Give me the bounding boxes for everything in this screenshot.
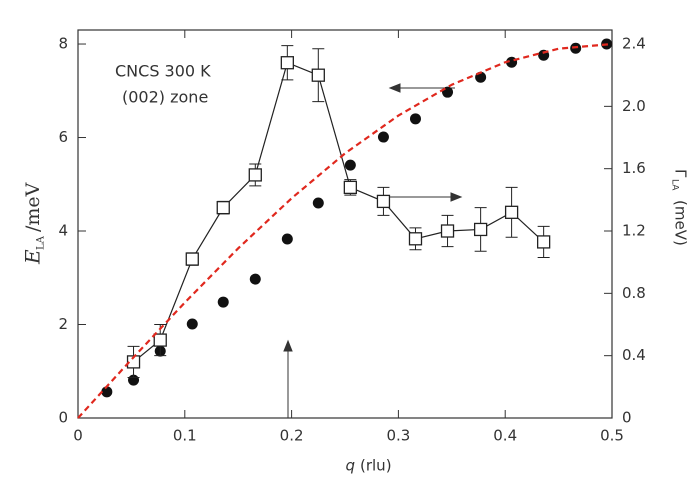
dot-point bbox=[101, 386, 113, 398]
square-point bbox=[440, 224, 455, 238]
arrows bbox=[283, 83, 463, 418]
y2-tick-label: 1.2 bbox=[622, 222, 646, 240]
square-point bbox=[408, 232, 423, 246]
plot-frame bbox=[77, 29, 613, 419]
square-point bbox=[248, 168, 262, 182]
y-tick-label: 2 bbox=[58, 315, 68, 333]
square-point bbox=[280, 56, 294, 70]
x-tick-label: 0 bbox=[73, 427, 83, 445]
y-label-subscript: LA bbox=[36, 235, 47, 250]
y-label-symbol: E bbox=[21, 249, 45, 265]
y-label-unit: /meV bbox=[22, 182, 44, 232]
y2-tick-label: 0.4 bbox=[622, 346, 646, 364]
y2-tick-label: 2.4 bbox=[622, 35, 646, 53]
square-point bbox=[473, 222, 488, 237]
x-label-symbol: q bbox=[345, 457, 355, 475]
y-tick-label: 8 bbox=[58, 35, 68, 53]
square-point bbox=[536, 235, 551, 249]
y2-label-subscript: LA bbox=[670, 179, 680, 191]
dot-point bbox=[186, 318, 198, 330]
square-point bbox=[343, 180, 357, 195]
y2-label-unit: (meV) bbox=[672, 200, 690, 246]
dot-point bbox=[312, 197, 324, 209]
y2-tick-label: 0.8 bbox=[622, 284, 646, 302]
square-point bbox=[153, 333, 167, 347]
square-point bbox=[216, 200, 230, 215]
x-tick-label: 0.5 bbox=[600, 427, 624, 445]
dot-point bbox=[217, 296, 229, 308]
square-point bbox=[185, 252, 199, 266]
x-tick-label: 0.3 bbox=[386, 427, 410, 445]
y-tick-label: 6 bbox=[58, 128, 68, 146]
annotation: (002) zone bbox=[122, 88, 208, 107]
dot-point bbox=[249, 273, 261, 285]
y-tick-label: 4 bbox=[58, 222, 68, 240]
y2-tick-label: 0 bbox=[622, 409, 632, 427]
dot-point bbox=[344, 159, 356, 171]
y2-tick-label: 1.6 bbox=[622, 159, 646, 177]
y2-tick-label: 2.0 bbox=[622, 97, 646, 115]
connecting-line bbox=[133, 61, 545, 363]
x-tick-label: 0.4 bbox=[493, 427, 517, 445]
dot-point bbox=[377, 131, 389, 143]
x-label-unit: (rlu) bbox=[360, 457, 392, 475]
x-tick-label: 0.2 bbox=[280, 427, 304, 445]
fit-curve bbox=[77, 42, 613, 419]
dot-point bbox=[409, 113, 421, 125]
annotation: CNCS 300 K bbox=[115, 62, 211, 81]
square-point bbox=[311, 68, 325, 82]
square-point bbox=[376, 194, 391, 209]
y-tick-label: 0 bbox=[58, 409, 68, 427]
dot-point bbox=[281, 233, 293, 245]
square-point bbox=[504, 205, 519, 219]
x-tick-label: 0.1 bbox=[173, 427, 197, 445]
y2-label-symbol: Γ bbox=[672, 169, 690, 178]
